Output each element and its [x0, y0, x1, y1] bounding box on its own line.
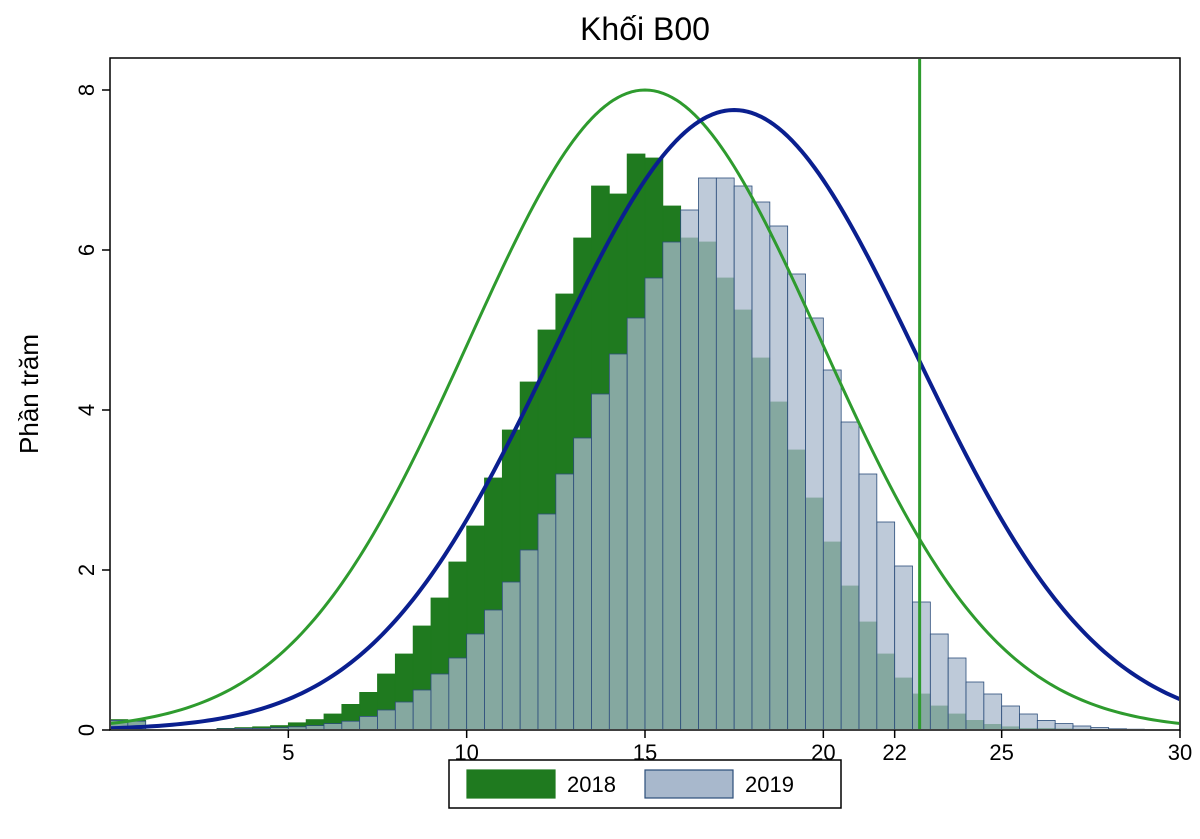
bar-2019	[574, 438, 592, 730]
legend-label: 2018	[567, 772, 616, 797]
bar-2019	[431, 674, 449, 730]
y-tick-label: 2	[74, 564, 99, 576]
bar-2019	[841, 422, 859, 730]
bar-2019	[378, 710, 396, 730]
x-tick-label: 5	[282, 740, 294, 765]
y-tick-label: 8	[74, 84, 99, 96]
chart-container: 510152022253002468Khối B00Phần trăm20182…	[0, 0, 1200, 839]
x-tick-label: 30	[1168, 740, 1192, 765]
bar-2019	[1002, 706, 1020, 730]
bar-2019	[467, 634, 485, 730]
legend-swatch	[645, 770, 733, 798]
bar-2019	[699, 178, 717, 730]
histogram-chart: 510152022253002468Khối B00Phần trăm20182…	[0, 0, 1200, 839]
bar-2019	[752, 202, 770, 730]
bar-2019	[663, 242, 681, 730]
y-tick-label: 6	[74, 244, 99, 256]
bar-2019	[895, 566, 913, 730]
bar-2019	[716, 178, 734, 730]
bar-2019	[413, 690, 431, 730]
bar-2019	[538, 514, 556, 730]
bar-2019	[1037, 720, 1055, 730]
bar-2019	[984, 694, 1002, 730]
bar-2019	[930, 634, 948, 730]
y-tick-label: 4	[74, 404, 99, 416]
bar-2019	[627, 318, 645, 730]
bar-2019	[520, 550, 538, 730]
bar-2019	[788, 274, 806, 730]
bar-2019	[806, 318, 824, 730]
y-tick-label: 0	[74, 724, 99, 736]
bar-2019	[645, 278, 663, 730]
x-tick-label: 22	[882, 740, 906, 765]
bar-2019	[360, 716, 378, 730]
x-tick-label: 25	[989, 740, 1013, 765]
bar-2019	[966, 682, 984, 730]
bar-2019	[485, 610, 503, 730]
bar-2019	[681, 210, 699, 730]
bar-2019	[770, 226, 788, 730]
legend-swatch	[467, 770, 555, 798]
bar-2019	[592, 394, 610, 730]
bar-2019	[913, 602, 931, 730]
bar-2019	[734, 186, 752, 730]
bar-2019	[342, 721, 360, 730]
bar-2019	[449, 658, 467, 730]
bar-2019	[502, 582, 520, 730]
bar-2019	[1020, 714, 1038, 730]
chart-title: Khối B00	[580, 11, 710, 47]
bar-2019	[556, 474, 574, 730]
bar-2019	[859, 474, 877, 730]
bar-2019	[395, 702, 413, 730]
bar-2019	[948, 658, 966, 730]
bar-2019	[877, 522, 895, 730]
bar-2019	[823, 370, 841, 730]
bar-2019	[609, 354, 627, 730]
legend-label: 2019	[745, 772, 794, 797]
y-axis-label: Phần trăm	[14, 334, 44, 454]
